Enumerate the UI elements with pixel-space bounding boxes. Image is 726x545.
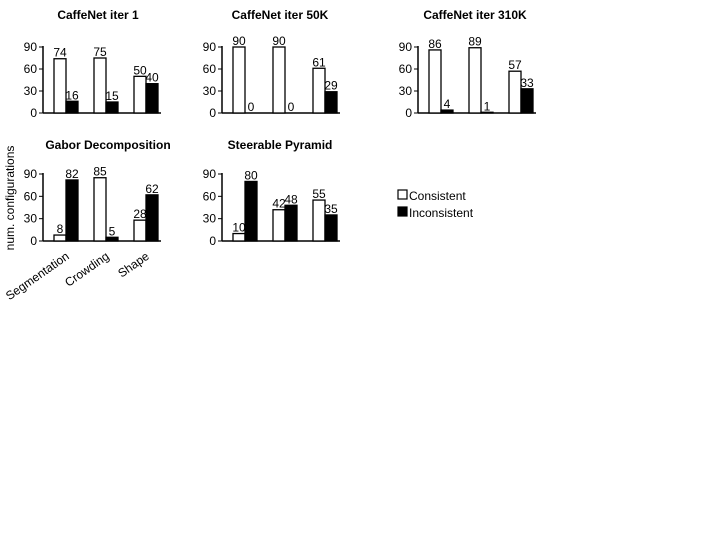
- chart-panel-3: CaffeNet iter 310K 0 30 60 90 86 4 89 1 57 33: [399, 8, 536, 120]
- y-tick-label: 30: [203, 84, 217, 98]
- chart-title: CaffeNet iter 310K: [423, 8, 527, 22]
- chart-title: Steerable Pyramid: [228, 138, 333, 152]
- data-label: 0: [288, 100, 295, 114]
- chart-panel-4: Gabor Decomposition 0 30 60 90 8 82 Segmentatio…: [3, 138, 171, 303]
- x-category-label: Segmentation: [3, 249, 72, 303]
- bar-consistent: [272, 209, 286, 242]
- data-label: 33: [520, 76, 534, 90]
- bar-consistent: [508, 70, 522, 114]
- data-label: 82: [65, 167, 79, 181]
- data-label: 55: [312, 187, 326, 201]
- bar-inconsistent: [324, 214, 338, 242]
- data-label: 50: [133, 63, 147, 77]
- bar-inconsistent: [145, 194, 159, 242]
- legend-swatch-consistent: [397, 189, 408, 200]
- y-tick-label: 90: [399, 40, 413, 54]
- y-tick-label: 30: [399, 84, 413, 98]
- y-tick-label: 60: [203, 62, 217, 76]
- x-category-label: Crowding: [62, 249, 112, 290]
- bar-inconsistent: [65, 100, 79, 114]
- data-label: 40: [145, 71, 159, 85]
- y-tick-label: 0: [209, 234, 216, 248]
- data-label: 62: [145, 182, 159, 196]
- chart-title: CaffeNet iter 50K: [232, 8, 329, 22]
- y-tick-label: 90: [24, 167, 38, 181]
- data-label: 10: [232, 221, 246, 235]
- data-label: 80: [244, 168, 258, 182]
- bar-consistent: [53, 58, 67, 114]
- y-tick-label: 30: [203, 212, 217, 226]
- bar-consistent: [428, 49, 442, 114]
- y-tick-label: 0: [209, 106, 216, 120]
- y-tick-label: 90: [203, 40, 217, 54]
- bar-inconsistent: [324, 91, 338, 114]
- bar-inconsistent: [284, 204, 298, 242]
- bar-inconsistent: [520, 88, 534, 114]
- y-tick-label: 30: [24, 84, 38, 98]
- data-label: 28: [133, 207, 147, 221]
- chart-title: CaffeNet iter 1: [57, 8, 139, 22]
- chart-title: Gabor Decomposition: [45, 138, 170, 152]
- bar-inconsistent: [145, 83, 159, 114]
- y-tick-label: 60: [24, 62, 38, 76]
- legend-label-inconsistent: Inconsistent: [409, 206, 474, 220]
- data-label: 15: [105, 89, 119, 103]
- y-tick-label: 30: [24, 212, 38, 226]
- bar-consistent: [272, 46, 286, 114]
- bar-consistent: [133, 75, 147, 114]
- bar-inconsistent: [480, 111, 494, 114]
- bar-consistent: [312, 199, 326, 242]
- data-label: 5: [109, 224, 116, 238]
- y-tick-label: 0: [30, 234, 37, 248]
- chart-panel-2: CaffeNet iter 50K 0 30 60 90 90 0 90 0 61 29: [203, 8, 340, 120]
- y-tick-label: 0: [30, 106, 37, 120]
- data-label: 16: [65, 88, 79, 102]
- data-label: 8: [57, 222, 64, 236]
- y-tick-label: 60: [203, 189, 217, 203]
- bar-inconsistent: [440, 109, 454, 114]
- legend: Consistent Inconsistent: [397, 189, 474, 220]
- bar-consistent: [232, 232, 246, 242]
- y-tick-label: 60: [24, 189, 38, 203]
- data-label: 35: [324, 202, 338, 216]
- y-tick-label: 90: [24, 40, 38, 54]
- y-axis-label: num. configurations: [3, 146, 17, 251]
- bar-consistent: [232, 46, 246, 114]
- bar-consistent: [93, 177, 107, 242]
- x-category-label: Shape: [115, 249, 152, 281]
- data-label: 89: [468, 35, 482, 49]
- bar-inconsistent: [105, 101, 119, 114]
- y-tick-label: 0: [405, 106, 412, 120]
- bar-inconsistent: [105, 236, 119, 242]
- data-label: 90: [272, 34, 286, 48]
- bar-consistent: [468, 47, 482, 114]
- data-label: 4: [444, 97, 451, 111]
- bar-inconsistent: [65, 179, 79, 242]
- data-label: 48: [284, 192, 298, 206]
- legend-swatch-inconsistent: [397, 206, 408, 217]
- data-label: 75: [93, 45, 107, 59]
- bar-inconsistent: [244, 180, 258, 242]
- data-label: 0: [248, 100, 255, 114]
- data-label: 74: [53, 46, 67, 60]
- data-label: 85: [93, 165, 107, 179]
- y-tick-label: 60: [399, 62, 413, 76]
- data-label: 42: [272, 197, 286, 211]
- data-label: 90: [232, 34, 246, 48]
- legend-label-consistent: Consistent: [409, 189, 466, 203]
- data-label: 1: [484, 99, 491, 113]
- data-label: 61: [312, 55, 326, 69]
- data-label: 57: [508, 58, 522, 72]
- bar-consistent: [312, 67, 326, 114]
- data-label: 86: [428, 37, 442, 51]
- data-label: 29: [324, 79, 338, 93]
- y-tick-label: 90: [203, 167, 217, 181]
- bar-consistent: [133, 219, 147, 242]
- bar-consistent: [93, 57, 107, 114]
